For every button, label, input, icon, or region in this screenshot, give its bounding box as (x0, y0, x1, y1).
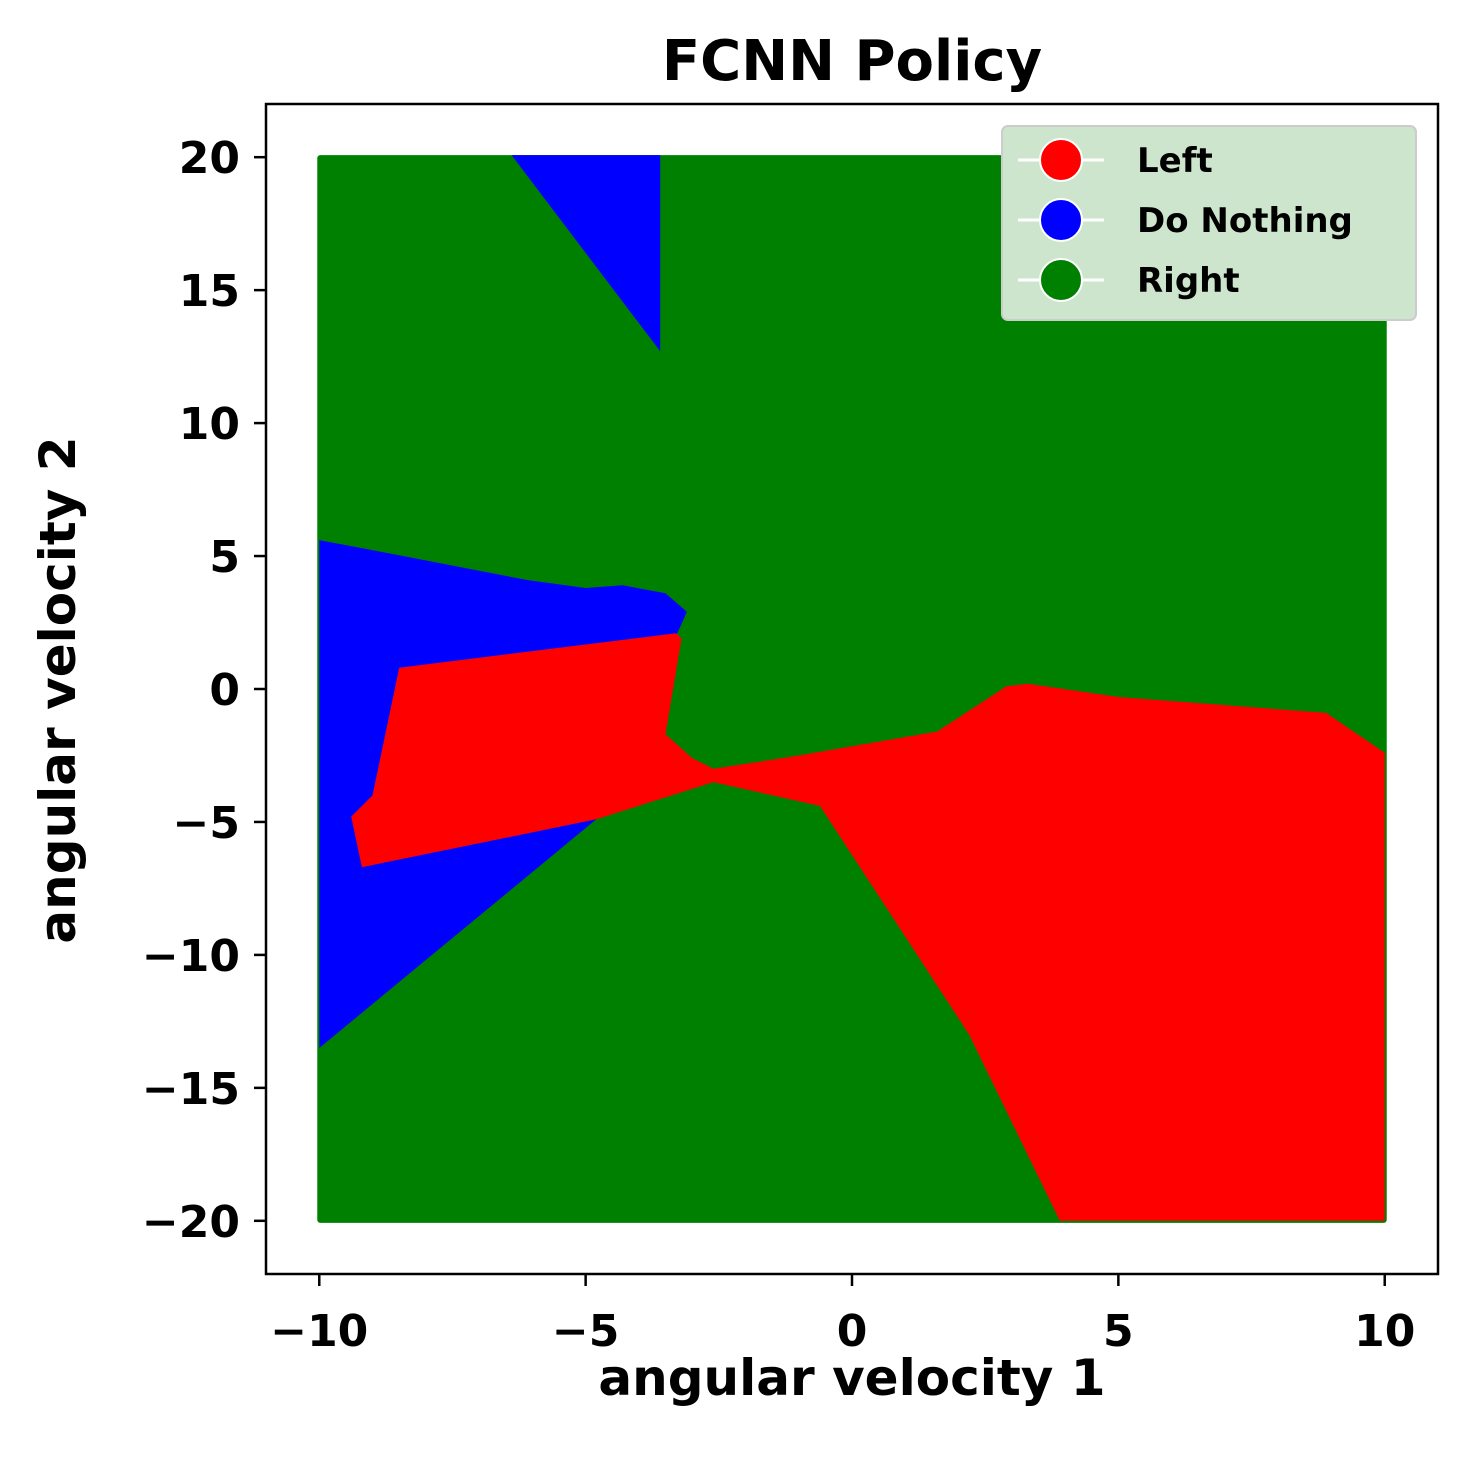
y-tick-label: 10 (179, 399, 240, 450)
legend: Left Do Nothing Right (1001, 125, 1417, 321)
y-tick-label: 20 (179, 133, 240, 184)
legend-label: Right (1137, 261, 1240, 301)
legend-item: Right (1018, 258, 1240, 302)
x-tick-label: 0 (837, 1306, 868, 1357)
legend-item: Do Nothing (1018, 198, 1353, 242)
y-axis: 20 15 10 5 0 −5 −10 −15 −20 (142, 133, 266, 1248)
legend-marker (1039, 198, 1083, 242)
x-axis: −10 −5 0 5 10 (270, 1274, 1415, 1357)
y-tick-label: −5 (173, 798, 240, 849)
y-tick-label: −20 (142, 1197, 240, 1248)
region-do-nothing-1 (511, 155, 661, 352)
x-tick-label: 10 (1354, 1306, 1415, 1357)
x-tick-label: −10 (270, 1306, 368, 1357)
y-tick-label: −10 (142, 931, 240, 982)
legend-box (1001, 125, 1417, 321)
y-tick-label: −15 (142, 1064, 240, 1115)
x-axis-label: angular velocity 1 (598, 1349, 1105, 1407)
x-tick-label: −5 (552, 1306, 619, 1357)
plot-area (317, 155, 1387, 1223)
y-tick-label: 0 (209, 665, 240, 716)
chart-title: FCNN Policy (662, 29, 1042, 94)
legend-item: Left (1018, 138, 1213, 182)
y-tick-label: 5 (209, 532, 240, 583)
x-tick-label: 5 (1103, 1306, 1134, 1357)
region-left-1 (351, 633, 1385, 1221)
y-axis-label: angular velocity 2 (29, 436, 87, 943)
y-tick-label: 15 (179, 266, 240, 317)
legend-label: Left (1137, 141, 1213, 181)
legend-label: Do Nothing (1137, 201, 1353, 241)
legend-marker (1039, 138, 1083, 182)
legend-marker (1039, 258, 1083, 302)
